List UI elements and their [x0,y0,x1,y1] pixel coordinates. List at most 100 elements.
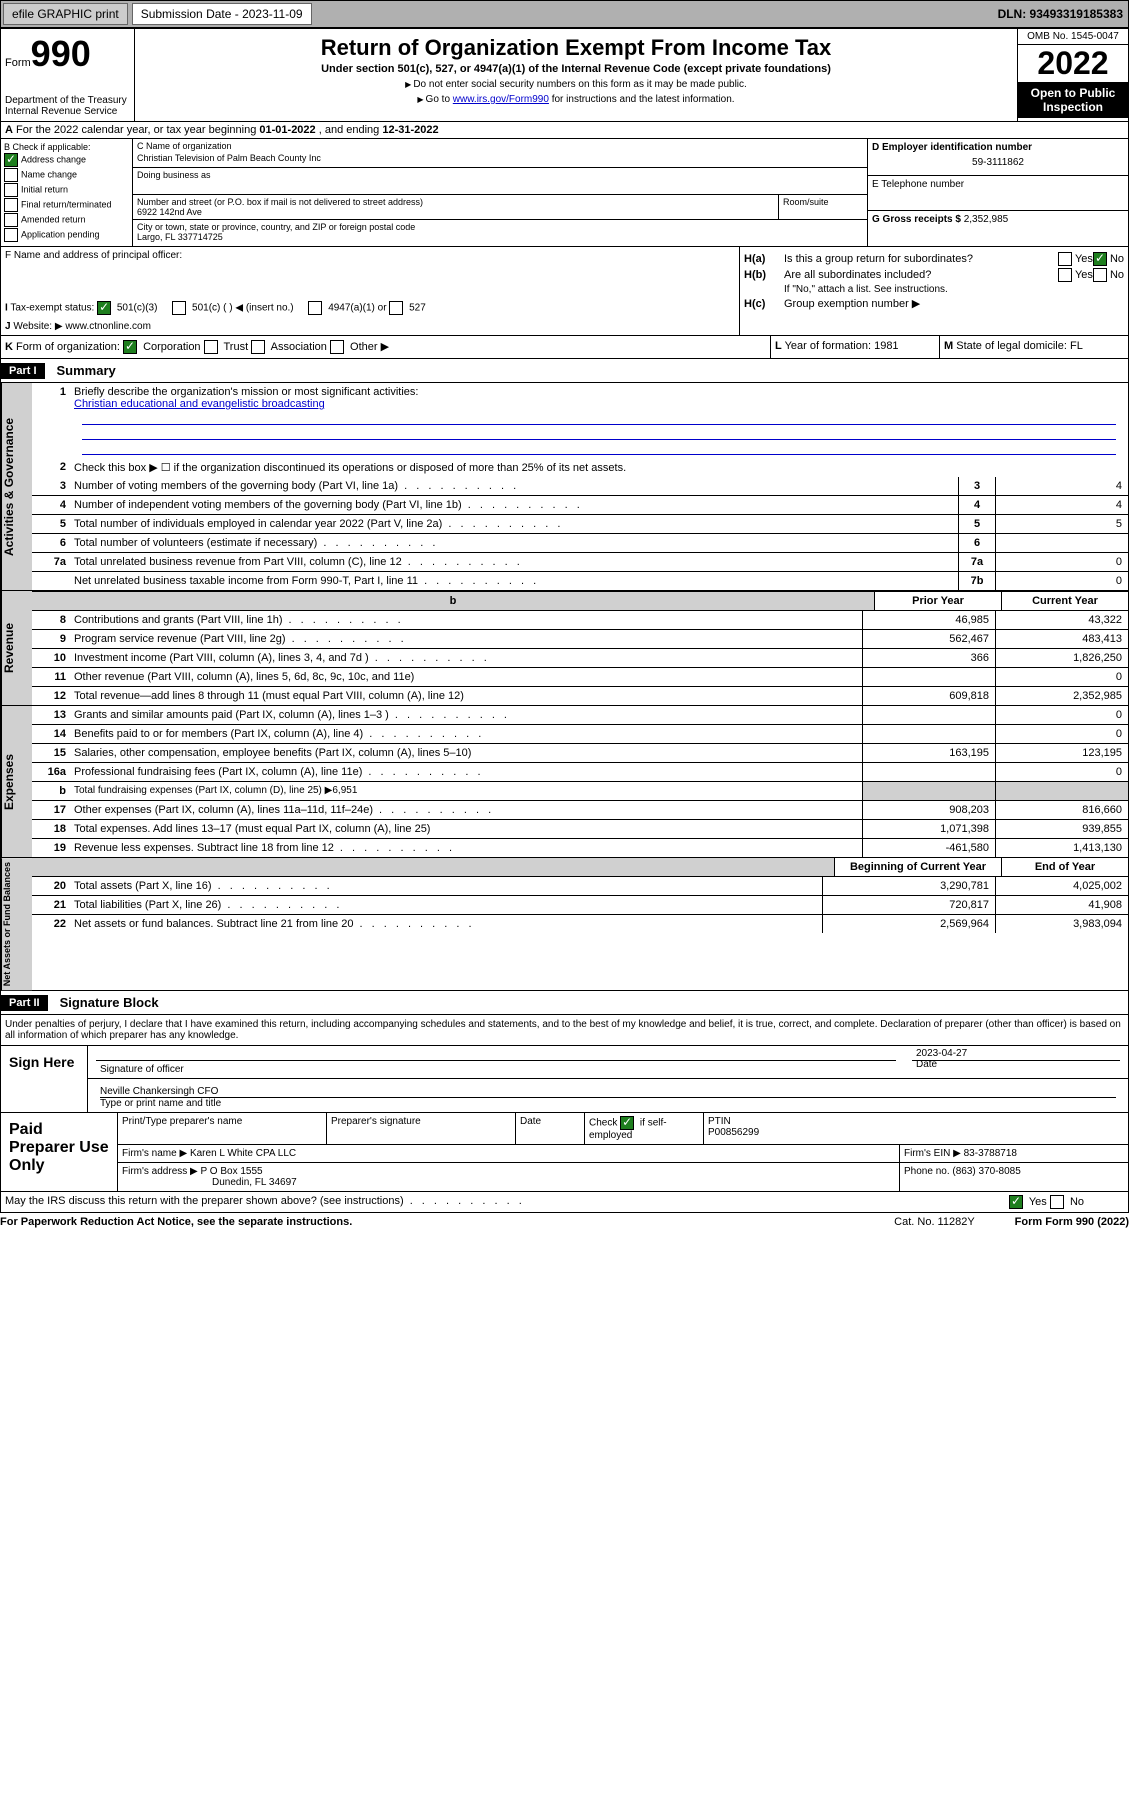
firm-addr2: Dunedin, FL 34697 [212,1177,297,1188]
cb-association[interactable] [251,340,265,354]
line19-prior: -461,580 [862,839,995,857]
submission-date: Submission Date - 2023-11-09 [132,3,312,25]
section-bc: B Check if applicable: Address change Na… [0,139,1129,247]
org-address: 6922 142nd Ave [137,207,774,217]
line19-current: 1,413,130 [995,839,1128,857]
omb-number: OMB No. 1545-0047 [1018,29,1128,45]
cb-ha-no[interactable] [1093,252,1107,266]
org-name: Christian Television of Palm Beach Count… [137,151,863,165]
gross-receipts: 2,352,985 [964,214,1009,225]
line20-prior: 3,290,781 [822,877,995,895]
form-subtitle: Under section 501(c), 527, or 4947(a)(1)… [139,63,1013,75]
public-inspection: Open to Public Inspection [1018,82,1128,118]
declaration: Under penalties of perjury, I declare th… [0,1015,1129,1046]
cb-discuss-no[interactable] [1050,1195,1064,1209]
line8-current: 43,322 [995,611,1128,629]
form-header: Form990 Department of the Treasury Inter… [0,28,1129,122]
cb-ha-yes[interactable] [1058,252,1072,266]
line7b-val: 0 [995,572,1128,590]
vtab-revenue: Revenue [1,591,32,705]
firm-addr1: P O Box 1555 [201,1166,263,1177]
cb-501c[interactable] [172,301,186,315]
cb-527[interactable] [389,301,403,315]
col-c-org: C Name of organizationChristian Televisi… [133,139,867,246]
line10-current: 1,826,250 [995,649,1128,667]
line17-prior: 908,203 [862,801,995,819]
cb-hb-no[interactable] [1093,268,1107,282]
mission: Christian educational and evangelistic b… [74,398,325,410]
row-a-tax-year: A For the 2022 calendar year, or tax yea… [0,122,1129,139]
vtab-expenses: Expenses [1,706,32,857]
cb-amended[interactable] [4,213,18,227]
year-formation: 1981 [874,340,898,352]
line16a-current: 0 [995,763,1128,781]
cb-initial-return[interactable] [4,183,18,197]
firm-ein: 83-3788718 [964,1148,1017,1159]
form-label: Form [5,57,31,69]
tax-year: 2022 [1018,45,1128,82]
officer-name: Neville Chankersingh CFO [100,1086,1116,1097]
col-de: D Employer identification number59-31118… [867,139,1128,246]
cb-trust[interactable] [204,340,218,354]
line15-prior: 163,195 [862,744,995,762]
line13-current: 0 [995,706,1128,724]
line14-current: 0 [995,725,1128,743]
topbar: efile GRAPHIC print Submission Date - 20… [0,0,1129,28]
line9-current: 483,413 [995,630,1128,648]
line8-prior: 46,985 [862,611,995,629]
cb-application-pending[interactable] [4,228,18,242]
line9-prior: 562,467 [862,630,995,648]
cb-discuss-yes[interactable] [1009,1195,1023,1209]
line12-current: 2,352,985 [995,687,1128,705]
footer-paperwork: For Paperwork Reduction Act Notice, see … [0,1213,1129,1231]
cb-final-return[interactable] [4,198,18,212]
cb-self-employed[interactable] [620,1116,634,1130]
line21-current: 41,908 [995,896,1128,914]
cb-4947[interactable] [308,301,322,315]
cat-no: Cat. No. 11282Y [894,1216,975,1228]
vtab-governance: Activities & Governance [1,383,32,590]
website: www.ctnonline.com [65,321,151,332]
form-title: Return of Organization Exempt From Incom… [139,35,1013,61]
cb-hb-yes[interactable] [1058,268,1072,282]
ein: 59-3111862 [872,153,1124,172]
part1-header: Part I Summary [0,359,1129,383]
cb-corporation[interactable] [123,340,137,354]
ptin: P00856299 [708,1127,759,1138]
sign-block: Sign Here Signature of officer 2023-04-2… [0,1046,1129,1113]
cb-501c3[interactable] [97,301,111,315]
efile-tag: efile GRAPHIC print [3,3,128,25]
line11-current: 0 [995,668,1128,686]
line15-current: 123,195 [995,744,1128,762]
cb-other[interactable] [330,340,344,354]
irs-link[interactable]: www.irs.gov/Form990 [453,94,549,105]
org-city: Largo, FL 337714725 [137,232,863,242]
col-b-checkboxes: B Check if applicable: Address change Na… [1,139,133,246]
cb-name-change[interactable] [4,168,18,182]
firm-name: Karen L White CPA LLC [190,1148,296,1159]
section-fgh: F Name and address of principal officer:… [0,247,1129,336]
firm-phone: (863) 370-8085 [952,1166,1020,1177]
line18-current: 939,855 [995,820,1128,838]
line6-val [995,534,1128,552]
line5-val: 5 [995,515,1128,533]
part2-header: Part II Signature Block [0,991,1129,1015]
line3-val: 4 [995,477,1128,495]
dept-treasury: Department of the Treasury Internal Reve… [5,95,130,117]
vtab-netassets: Net Assets or Fund Balances [1,858,32,990]
instr-ssn: Do not enter social security numbers on … [139,79,1013,90]
row-klm: K Form of organization: Corporation Trus… [0,336,1129,359]
line10-prior: 366 [862,649,995,667]
cb-address-change[interactable] [4,153,18,167]
preparer-block: Paid Preparer Use Only Print/Type prepar… [0,1113,1129,1192]
line22-current: 3,983,094 [995,915,1128,933]
line7a-val: 0 [995,553,1128,571]
line17-current: 816,660 [995,801,1128,819]
instr-link: Go to www.irs.gov/Form990 for instructio… [139,94,1013,105]
form-number: 990 [31,33,91,74]
line22-prior: 2,569,964 [822,915,995,933]
part1-body: Activities & Governance 1Briefly describ… [0,383,1129,991]
line20-current: 4,025,002 [995,877,1128,895]
state-domicile: FL [1070,340,1083,352]
line21-prior: 720,817 [822,896,995,914]
